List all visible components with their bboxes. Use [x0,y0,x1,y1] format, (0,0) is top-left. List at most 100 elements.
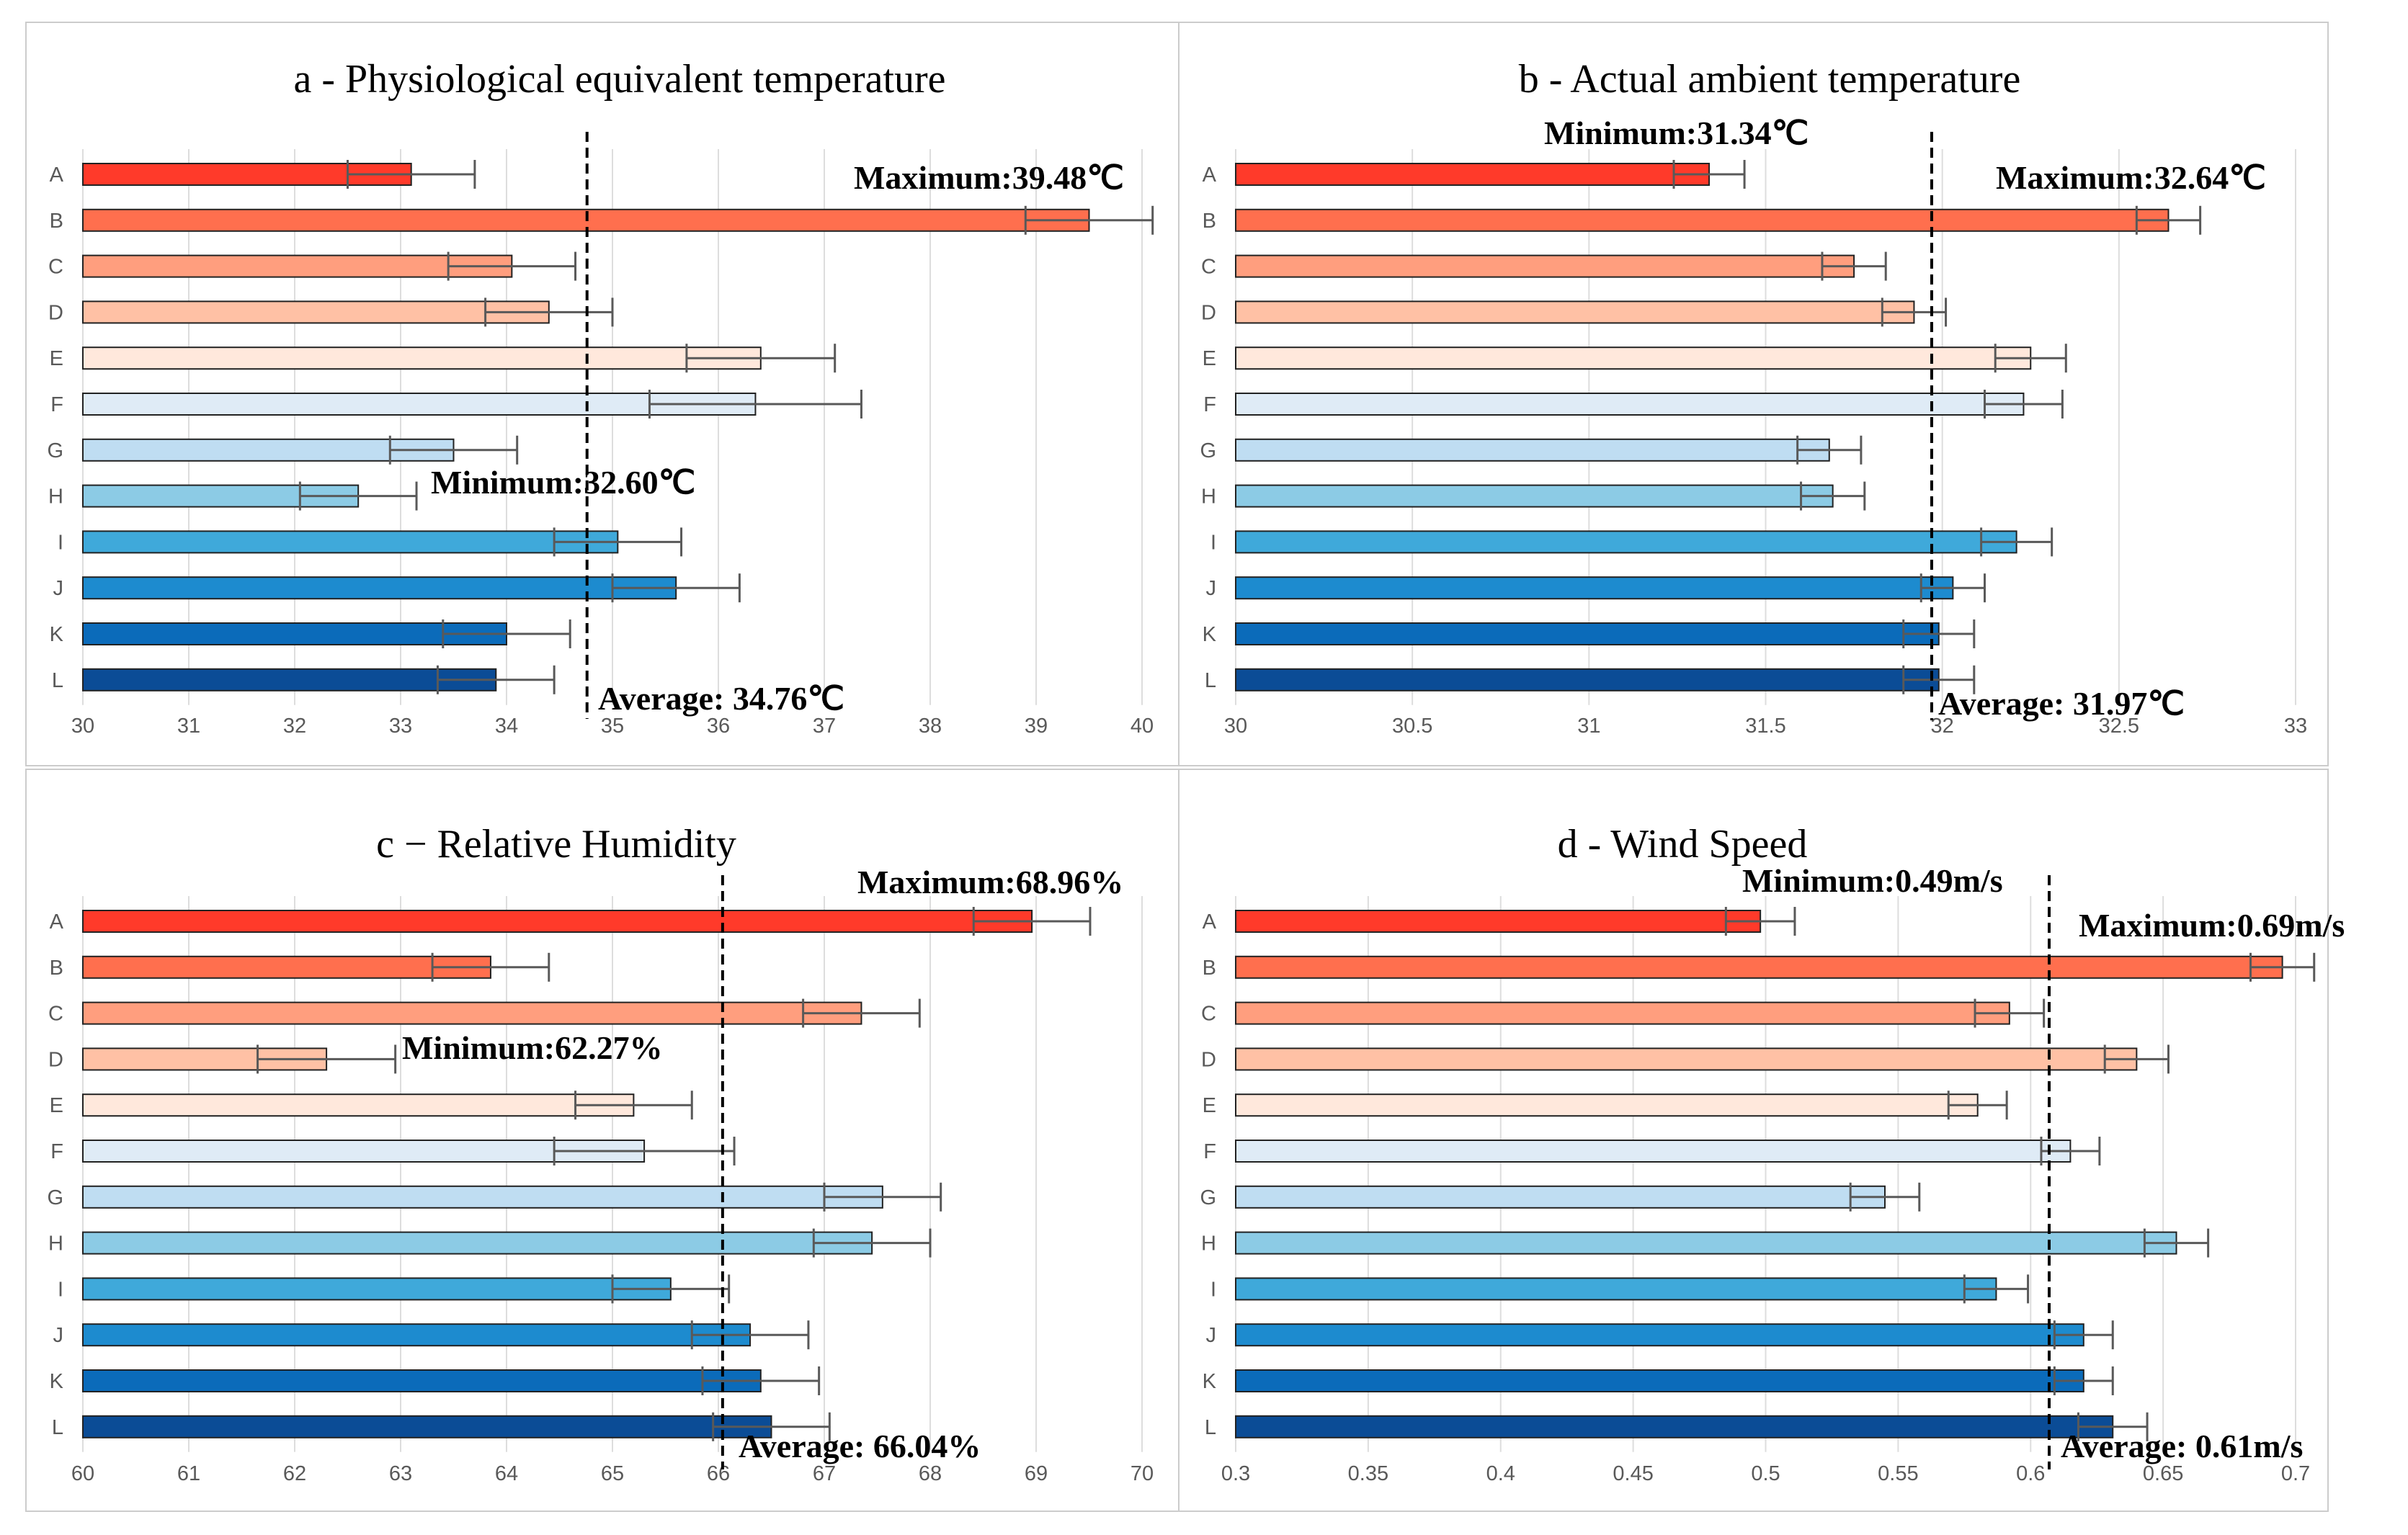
panel-border [1178,769,2329,1512]
annotation-minimum: Minimum:62.27% [402,1029,663,1066]
category-label: F [1203,393,1216,416]
x-tick-label: 37 [813,715,836,738]
bar [1235,576,1954,600]
bar [1235,1001,2010,1025]
category-label: G [47,439,63,462]
category-label: I [1210,1278,1216,1301]
category-label: A [1203,910,1217,934]
category-label: E [50,1094,63,1117]
x-tick-label: 60 [71,1462,94,1485]
x-tick-label: 31 [1577,715,1600,738]
panel-b-ambient-temperature: b - Actual ambient temperature ABCDEFGHI… [1178,22,2329,766]
x-tick-label: 32.5 [2099,715,2139,738]
x-tick-label: 30 [71,715,94,738]
category-label: L [1205,1416,1216,1439]
x-tick-label: 62 [283,1462,306,1485]
x-tick-label: 33 [2284,715,2307,738]
x-tick-label: 0.3 [1221,1462,1250,1485]
x-tick-label: 32 [283,715,306,738]
bar [82,910,1033,933]
x-tick-label: 35 [601,715,624,738]
bar [1235,1231,2177,1255]
category-label: C [1201,256,1216,279]
category-label: B [50,957,63,980]
annotation-average: Average: 31.97℃ [1938,685,2185,722]
category-label: L [52,1416,63,1439]
x-tick-label: 33 [389,715,412,738]
chart-title: c − Relative Humidity [376,822,736,867]
bar [1235,208,2170,232]
category-label: L [1205,669,1216,692]
x-tick-label: 61 [177,1462,200,1485]
x-tick-label: 65 [601,1462,624,1485]
bar [82,300,550,324]
category-label: B [1203,210,1216,233]
x-tick-label: 66 [707,1462,730,1485]
bar [82,955,491,979]
bar [82,1323,752,1347]
bar [82,393,757,416]
x-tick-label: 0.5 [1751,1462,1780,1485]
category-label: I [58,1278,63,1301]
x-tick-label: 0.55 [1878,1462,1918,1485]
category-label: J [1206,577,1217,600]
bar [82,576,677,600]
annotation-minimum: Minimum:0.49m/s [1742,862,2003,899]
annotation-minimum: Minimum:31.34℃ [1544,115,1809,151]
category-label: H [48,1232,63,1256]
bar [1235,1415,2114,1438]
category-label: B [50,210,63,233]
bar [1235,393,2025,416]
category-label: D [1201,1048,1216,1071]
bar [1235,910,1762,933]
category-label: E [1203,347,1216,370]
bar [82,622,507,645]
category-label: K [50,623,64,646]
bar [82,1185,883,1209]
x-tick-label: 64 [495,1462,518,1485]
x-tick-label: 39 [1025,715,1048,738]
category-label: H [48,485,63,509]
category-label: J [53,1324,64,1347]
category-label: K [1203,623,1217,646]
bar [1235,438,1830,462]
category-label: K [50,1370,64,1393]
category-label: F [50,393,63,416]
x-tick-label: 30 [1224,715,1247,738]
x-tick-label: 0.65 [2143,1462,2183,1485]
category-label: A [1203,164,1217,187]
x-tick-label: 38 [919,715,942,738]
bar [82,1231,873,1255]
category-label: E [50,347,63,370]
category-label: L [52,669,63,692]
bar [82,1277,672,1301]
bar [1235,955,2283,979]
bar [1235,1185,1886,1209]
bar [82,346,762,370]
bar [1235,1369,2084,1392]
category-label: A [50,164,64,187]
bar [1235,1093,1979,1117]
x-tick-label: 36 [707,715,730,738]
bar [1235,346,2032,370]
x-tick-label: 70 [1131,1462,1154,1485]
category-label: G [1200,439,1216,462]
x-tick-label: 34 [495,715,518,738]
chart-title: a - Physiological equivalent temperature [293,57,945,102]
x-tick-label: 0.35 [1348,1462,1388,1485]
bar [82,1415,772,1438]
category-label: C [1201,1003,1216,1026]
x-tick-label: 32 [1931,715,1954,738]
bar [1235,254,1855,278]
bar [1235,1277,1997,1301]
chart-title: d - Wind Speed [1558,822,1808,867]
category-label: C [48,1003,63,1026]
annotation-minimum: Minimum:32.60℃ [431,464,695,501]
category-label: J [53,577,64,600]
category-label: I [58,531,63,554]
bar [82,668,497,692]
category-label: D [48,301,63,324]
